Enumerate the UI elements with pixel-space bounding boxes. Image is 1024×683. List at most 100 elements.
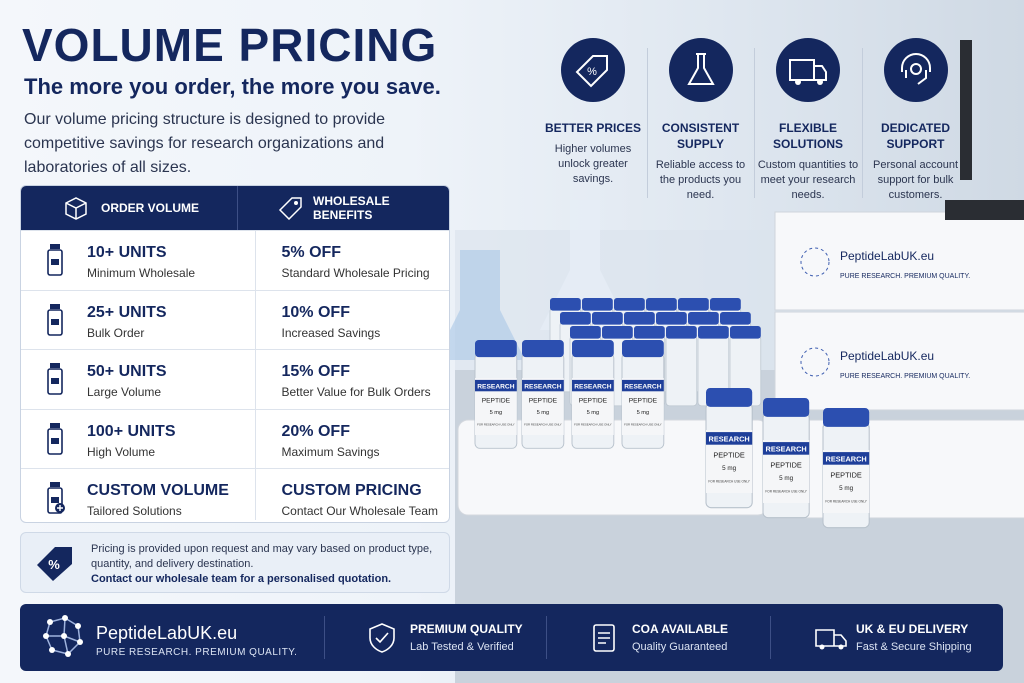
box-tagline: PURE RESEARCH. PREMIUM QUALITY. [840, 373, 970, 380]
table-cell: 100+ UNITS High Volume [21, 410, 255, 469]
vial-note: FOR RESEARCH USE ONLY [825, 500, 867, 504]
badge-icon [815, 629, 847, 650]
vial-dose: 5 mg [722, 465, 736, 472]
divider [754, 48, 755, 198]
table-cell: 20% OFF Maximum Savings [254, 409, 450, 468]
vial-dose: 5 mg [637, 410, 650, 416]
table-row: 25+ UNITS Bulk Order 10% OFF Increased Savi… [21, 289, 450, 350]
vial-name: PEPTIDE [482, 398, 511, 405]
vial: RESEARCH PEPTIDE 5 mg FOR RESEARCH USE ONLY [521, 340, 565, 449]
vial-name: PEPTIDE [629, 398, 658, 405]
note-body: Pricing is provided upon request and may… [91, 543, 433, 570]
badge-title: COA AVAILABLE [632, 622, 728, 636]
footer-tagline: PURE RESEARCH. PREMIUM QUALITY. [96, 647, 298, 658]
column-title: ORDER VOLUME [101, 201, 200, 215]
feature-title: FLEXIBLE SOLUTIONS [772, 121, 843, 151]
box-logo [800, 347, 830, 377]
table-cell: 50+ UNITS Large Volume [21, 350, 255, 409]
vial-cap [622, 340, 664, 358]
vial-band-text: RESEARCH [826, 455, 867, 464]
feature: DEDICATED SUPPORT Personal account suppor… [861, 38, 968, 203]
feature-text: Reliable access to the products you need… [655, 159, 746, 201]
vial-dose: 5 mg [490, 410, 503, 416]
feature: % BETTER PRICES Higher volumes unlock grea… [541, 38, 645, 187]
vial: RESEARCH PEPTIDE 5 mg FOR RESEARCH USE ONLY [571, 340, 615, 449]
cell-title: 10+ UNITS [87, 244, 167, 261]
cell-title: 15% OFF [281, 363, 350, 380]
feature-icon [883, 38, 948, 102]
vial-cap [706, 388, 753, 407]
vial-name: PEPTIDE [579, 398, 608, 405]
badge-text: Fast & Secure Shipping [856, 641, 972, 653]
table-cell: 10% OFF Increased Savings [254, 290, 450, 349]
table-cell: CUSTOM PRICING Contact Our Wholesale Team [254, 469, 450, 520]
table-row: 50+ UNITS Large Volume 15% OFF Better Value… [21, 349, 449, 409]
divider [646, 48, 648, 198]
vial-band [763, 442, 810, 455]
feature-icon: % [561, 38, 625, 102]
vial-icon [47, 303, 63, 336]
vial-cap [550, 298, 581, 311]
product-box [774, 419, 1024, 519]
divider [861, 48, 863, 198]
feature-title: DEDICATED SUPPORT [880, 121, 951, 151]
cell-subtitle: Standard Wholesale Pricing [281, 266, 430, 280]
tag-icon: % [37, 547, 72, 581]
vial-cap [688, 312, 719, 325]
cell-title: 5% OFF [281, 244, 342, 261]
column-header: WHOLESALE BENEFITS [237, 186, 449, 230]
table-cell: 10+ UNITS Minimum Wholesale [21, 231, 255, 290]
badge-text: Lab Tested & Verified [410, 641, 514, 653]
table-cell: 15% OFF Better Value for Bulk Orders [254, 350, 450, 409]
badge-title: UK & EU DELIVERY [856, 622, 969, 636]
product-box [774, 211, 1024, 311]
divider [770, 616, 771, 659]
vial-band-text: RESEARCH [624, 383, 661, 390]
logo-icon [43, 615, 83, 657]
note-emphasis: Contact our wholesale team for a persona… [91, 573, 392, 585]
vial-band-text: RESEARCH [574, 383, 611, 390]
vial-band [823, 452, 870, 465]
vial-note: FOR RESEARCH USE ONLY [524, 423, 562, 427]
divider [324, 616, 325, 659]
vial-cap [678, 298, 709, 311]
feature-text: Higher volumes unlock greater savings. [554, 143, 632, 185]
table-row: 100+ UNITS High Volume 20% OFF Maximum Savi… [21, 408, 450, 469]
box-logo [800, 247, 830, 277]
cell-title: CUSTOM PRICING [281, 482, 422, 499]
vial-cap [572, 340, 614, 358]
pricing-table: ORDER VOLUME WHOLESALE BENEFITS 10+ UNIT… [20, 185, 450, 523]
column-title: WHOLESALE BENEFITS [313, 194, 390, 222]
title: VOLUME PRICING [22, 19, 438, 71]
svg-text:%: % [48, 557, 60, 572]
vial-name: PEPTIDE [770, 460, 801, 469]
table-cell: 25+ UNITS Bulk Order [21, 291, 255, 350]
vial-band [522, 379, 564, 392]
feature-title: CONSISTENT SUPPLY [661, 121, 740, 151]
box-tagline: PURE RESEARCH. PREMIUM QUALITY. [840, 273, 970, 280]
table-body: 10+ UNITS Minimum Wholesale 5% OFF Standard… [21, 230, 449, 520]
vial-note: FOR RESEARCH USE ONLY [574, 423, 612, 427]
vial-cap [763, 398, 810, 417]
vial-band [706, 432, 753, 445]
vial-cap [570, 326, 601, 339]
cell-subtitle: Tailored Solutions [87, 504, 182, 518]
vial-cap [614, 298, 645, 311]
table-row: CUSTOM VOLUME Tailored Solutions CUSTOM PR… [21, 468, 449, 520]
cell-subtitle: Minimum Wholesale [87, 266, 196, 280]
vial-icon [47, 363, 63, 395]
vial-note: FOR RESEARCH USE ONLY [708, 480, 750, 484]
badge: UK & EU DELIVERY Fast & Secure Shipping [856, 622, 972, 653]
vial-band-text: RESEARCH [477, 383, 514, 390]
cell-subtitle: Contact Our Wholesale Team [281, 504, 439, 518]
vial: RESEARCH PEPTIDE 5 mg FOR RESEARCH USE ONLY [621, 340, 665, 449]
vial-icon [47, 244, 63, 276]
vial-name: PEPTIDE [529, 398, 558, 405]
vial-icon [47, 482, 65, 514]
vial-band-text: RESEARCH [709, 435, 750, 444]
vial: RESEARCH PEPTIDE 5 mg FOR RESEARCH USE ONLY [705, 388, 753, 509]
badge-icon [369, 623, 395, 653]
vial-band [475, 379, 517, 392]
vial-band-text: RESEARCH [766, 445, 807, 454]
subtitle: The more you order, the more you save. [24, 74, 441, 99]
